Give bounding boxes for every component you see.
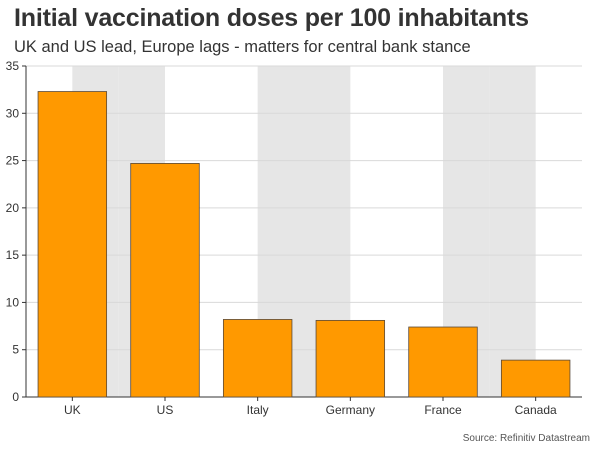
y-tick-label: 15 — [6, 248, 20, 262]
x-tick-label: Germany — [326, 403, 375, 417]
x-tick-label: France — [424, 403, 462, 417]
x-tick-label: US — [157, 403, 174, 417]
bar-us — [130, 163, 200, 398]
bar-canada — [500, 359, 571, 398]
y-tick-label: 5 — [12, 343, 19, 357]
y-tick-label: 20 — [6, 201, 20, 215]
x-tick-label: UK — [64, 403, 81, 417]
chart-title: Initial vaccination doses per 100 inhabi… — [14, 4, 529, 32]
y-tick-label: 10 — [6, 295, 20, 309]
y-tick-label: 35 — [6, 59, 20, 73]
bar-italy — [222, 319, 293, 398]
y-tick-label: 25 — [6, 154, 20, 168]
bar-uk — [37, 91, 108, 398]
bar-germany — [315, 319, 386, 398]
bar-france — [408, 326, 478, 398]
background-band — [489, 66, 536, 397]
x-tick-label: Italy — [247, 403, 269, 417]
chart-subtitle: UK and US lead, Europe lags - matters fo… — [14, 38, 471, 56]
y-tick-label: 0 — [12, 390, 19, 404]
y-tick-label: 30 — [6, 106, 20, 120]
x-tick-label: Canada — [515, 403, 557, 417]
source-note: Source: Refinitiv Datastream — [462, 433, 590, 444]
